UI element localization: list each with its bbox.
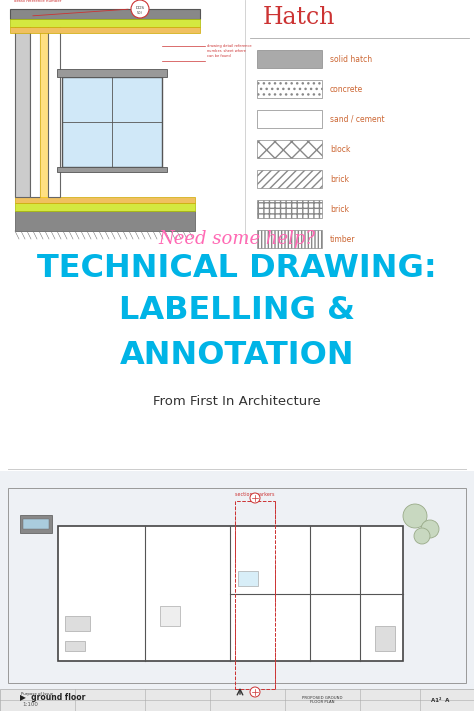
- Text: Need some help?: Need some help?: [158, 230, 316, 248]
- Bar: [30, 19, 40, 197]
- Text: TECHNICAL DRAWING:: TECHNICAL DRAWING:: [37, 253, 437, 284]
- Text: concrete: concrete: [330, 85, 363, 94]
- Bar: [0, 689, 474, 711]
- Text: drawing detail reference
number, sheet where
can be found: drawing detail reference number, sheet w…: [207, 44, 252, 58]
- Bar: [245, 0, 474, 241]
- Text: LABELLING &: LABELLING &: [119, 295, 355, 326]
- Bar: [23, 519, 49, 529]
- Bar: [15, 211, 195, 231]
- Text: brick: brick: [330, 205, 349, 213]
- Bar: [160, 606, 180, 626]
- Bar: [65, 641, 85, 651]
- Text: sand / cement: sand / cement: [330, 114, 384, 124]
- Text: Hatch: Hatch: [263, 6, 336, 29]
- Circle shape: [250, 687, 260, 697]
- Bar: [57, 167, 167, 172]
- Bar: [65, 616, 90, 631]
- Bar: [0, 241, 474, 471]
- Bar: [257, 80, 322, 98]
- Bar: [62, 77, 162, 167]
- Bar: [48, 19, 60, 197]
- Text: block: block: [330, 144, 350, 154]
- Circle shape: [250, 493, 260, 503]
- Text: ANNOTATION: ANNOTATION: [120, 340, 354, 371]
- Bar: [238, 571, 258, 586]
- Bar: [235, 501, 275, 689]
- Bar: [257, 230, 322, 248]
- Text: 50): 50): [137, 11, 143, 14]
- Bar: [257, 140, 322, 158]
- Text: DOS: DOS: [136, 6, 145, 10]
- Bar: [0, 0, 245, 241]
- Text: ▶  ground floor: ▶ ground floor: [20, 693, 85, 702]
- Circle shape: [414, 528, 430, 544]
- Bar: [257, 110, 322, 128]
- Bar: [10, 27, 200, 33]
- Text: From First In Architecture: From First In Architecture: [153, 395, 321, 408]
- Circle shape: [403, 504, 427, 528]
- Circle shape: [131, 0, 149, 18]
- Bar: [0, 0, 474, 241]
- Text: section markers: section markers: [235, 492, 275, 497]
- Text: detail reference number: detail reference number: [14, 0, 61, 3]
- Bar: [58, 526, 403, 661]
- Bar: [40, 19, 48, 197]
- Bar: [0, 471, 474, 711]
- Circle shape: [421, 520, 439, 538]
- Bar: [257, 200, 322, 218]
- Bar: [10, 9, 200, 19]
- Bar: [257, 50, 322, 68]
- Bar: [15, 19, 30, 197]
- Bar: [8, 488, 466, 683]
- Text: 1:100: 1:100: [22, 702, 38, 707]
- Text: A1²  A: A1² A: [431, 697, 449, 702]
- Text: solid hatch: solid hatch: [330, 55, 372, 63]
- Text: brick: brick: [330, 174, 349, 183]
- Bar: [15, 203, 195, 211]
- Bar: [15, 197, 195, 203]
- Text: timber: timber: [330, 235, 356, 243]
- Bar: [10, 19, 200, 27]
- Bar: [257, 170, 322, 188]
- Text: PROPOSED GROUND
FLOOR PLAN: PROPOSED GROUND FLOOR PLAN: [302, 695, 342, 705]
- Bar: [20, 515, 52, 533]
- Bar: [57, 69, 167, 77]
- Text: Purpose of Issue: Purpose of Issue: [21, 693, 53, 697]
- Bar: [375, 626, 395, 651]
